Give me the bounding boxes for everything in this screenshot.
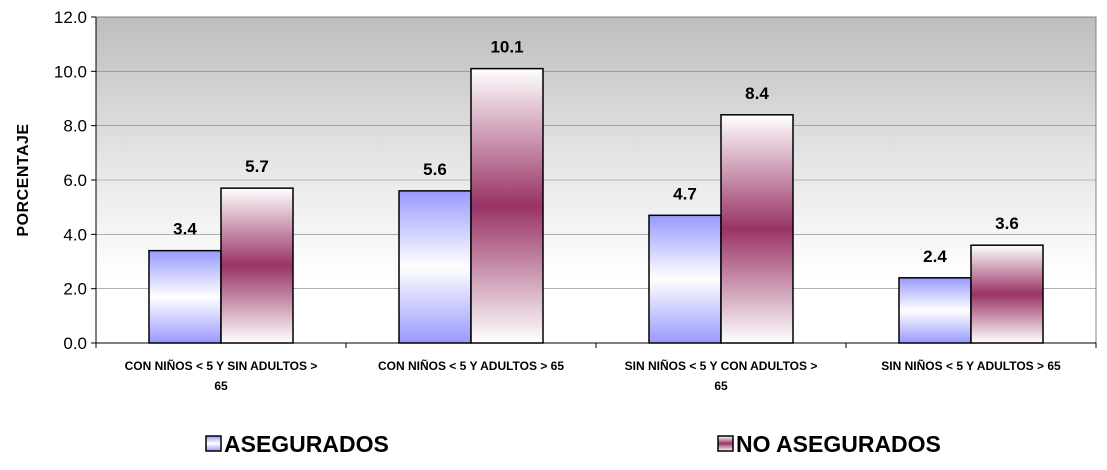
category-label: SIN NIÑOS < 5 Y CON ADULTOS > <box>625 358 818 373</box>
axes: 0.0 2.0 4.0 6.0 8.0 10.0 12.0 <box>54 8 1097 353</box>
data-label-asegurados: 3.4 <box>173 220 197 239</box>
y-tick-label: 8.0 <box>63 117 87 136</box>
legend-swatch-asegurados <box>205 435 222 452</box>
category-labels: CON NIÑOS < 5 Y SIN ADULTOS > 65 CON NIÑOS… <box>125 358 1061 393</box>
legend: ASEGURADOS NO ASEGURADOS <box>205 431 941 457</box>
y-tick-label: 2.0 <box>63 280 87 299</box>
data-label-no-asegurados: 8.4 <box>745 84 769 103</box>
data-label-asegurados: 2.4 <box>923 247 947 266</box>
legend-item-asegurados: ASEGURADOS <box>205 431 389 457</box>
data-label-no-asegurados: 10.1 <box>490 38 523 57</box>
y-tick-label: 10.0 <box>54 62 87 81</box>
category-label: SIN NIÑOS < 5 Y ADULTOS > 65 <box>881 358 1061 373</box>
bar-no-asegurados <box>720 114 794 344</box>
bar-no-asegurados <box>970 244 1044 344</box>
y-tick-label: 0.0 <box>63 334 87 353</box>
bars <box>148 67 1044 344</box>
bar-asegurados <box>398 190 472 344</box>
legend-label-asegurados: ASEGURADOS <box>224 431 389 457</box>
data-label-no-asegurados: 5.7 <box>245 157 269 176</box>
bar-no-asegurados <box>220 187 294 344</box>
bar-asegurados <box>148 249 222 344</box>
category-label: 65 <box>714 379 728 393</box>
data-label-asegurados: 4.7 <box>673 184 697 203</box>
data-label-no-asegurados: 3.6 <box>995 214 1019 233</box>
y-axis-label: PORCENTAJE <box>15 123 32 236</box>
legend-item-no-asegurados: NO ASEGURADOS <box>717 431 941 457</box>
category-label: CON NIÑOS < 5 Y ADULTOS > 65 <box>378 358 564 373</box>
data-label-asegurados: 5.6 <box>423 160 447 179</box>
y-tick-label: 12.0 <box>54 8 87 27</box>
data-labels: 3.4 5.7 5.6 10.1 4.7 8.4 2.4 3.6 <box>173 38 1019 266</box>
y-tick-label: 6.0 <box>63 171 87 190</box>
category-label: CON NIÑOS < 5 Y SIN ADULTOS > <box>125 358 318 373</box>
y-tick-label: 4.0 <box>63 225 87 244</box>
legend-swatch-no-asegurados <box>717 435 734 452</box>
bar-no-asegurados <box>470 67 544 344</box>
category-label: 65 <box>214 379 228 393</box>
legend-label-no-asegurados: NO ASEGURADOS <box>736 431 941 457</box>
bar-asegurados <box>898 277 972 344</box>
bar-asegurados <box>648 214 722 344</box>
